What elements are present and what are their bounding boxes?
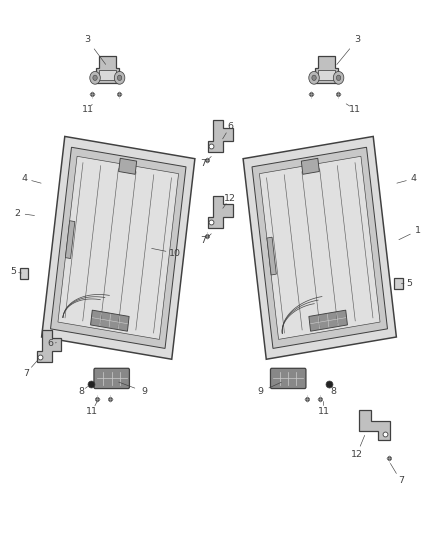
Circle shape <box>312 75 316 80</box>
Text: 1: 1 <box>415 226 421 235</box>
Circle shape <box>93 75 97 80</box>
Text: 12: 12 <box>351 450 363 458</box>
Text: 7: 7 <box>23 369 29 377</box>
Text: 4: 4 <box>21 174 27 183</box>
Bar <box>318 70 335 80</box>
Text: 8: 8 <box>330 387 336 396</box>
Text: 7: 7 <box>201 159 207 168</box>
Text: 6: 6 <box>227 123 233 131</box>
Text: 12: 12 <box>224 194 236 203</box>
Polygon shape <box>208 120 233 152</box>
Text: 11: 11 <box>81 105 94 114</box>
Text: 2: 2 <box>14 209 21 217</box>
Polygon shape <box>259 156 380 340</box>
FancyBboxPatch shape <box>271 368 306 389</box>
Polygon shape <box>309 310 347 331</box>
Text: 4: 4 <box>411 174 417 183</box>
FancyBboxPatch shape <box>94 368 130 389</box>
Polygon shape <box>58 156 179 340</box>
Polygon shape <box>359 410 390 440</box>
Polygon shape <box>119 158 137 174</box>
Text: 9: 9 <box>258 387 264 396</box>
Polygon shape <box>315 56 338 83</box>
Text: 8: 8 <box>78 387 84 396</box>
Text: 5: 5 <box>406 279 413 288</box>
Circle shape <box>309 71 319 84</box>
Bar <box>20 268 28 279</box>
Polygon shape <box>96 56 119 83</box>
Polygon shape <box>37 330 61 362</box>
Text: 7: 7 <box>201 237 207 245</box>
Text: 6: 6 <box>47 340 53 348</box>
Polygon shape <box>267 237 276 275</box>
Polygon shape <box>65 221 75 259</box>
Circle shape <box>333 71 344 84</box>
Circle shape <box>114 71 125 84</box>
Text: 9: 9 <box>141 387 148 396</box>
Circle shape <box>90 71 100 84</box>
Polygon shape <box>252 147 388 349</box>
Text: 3: 3 <box>354 36 360 44</box>
Text: 11: 11 <box>86 407 98 416</box>
Bar <box>99 70 116 80</box>
Polygon shape <box>91 310 129 331</box>
Polygon shape <box>301 158 319 174</box>
Bar <box>394 278 403 289</box>
Polygon shape <box>243 136 396 359</box>
Polygon shape <box>50 147 186 349</box>
Text: 11: 11 <box>318 407 330 416</box>
Circle shape <box>117 75 122 80</box>
Text: 5: 5 <box>10 268 16 276</box>
Text: 10: 10 <box>169 249 181 257</box>
Polygon shape <box>42 136 195 359</box>
Text: 7: 7 <box>398 477 404 485</box>
Circle shape <box>336 75 341 80</box>
Polygon shape <box>208 196 233 228</box>
Text: 3: 3 <box>85 36 91 44</box>
Text: 11: 11 <box>349 105 361 114</box>
